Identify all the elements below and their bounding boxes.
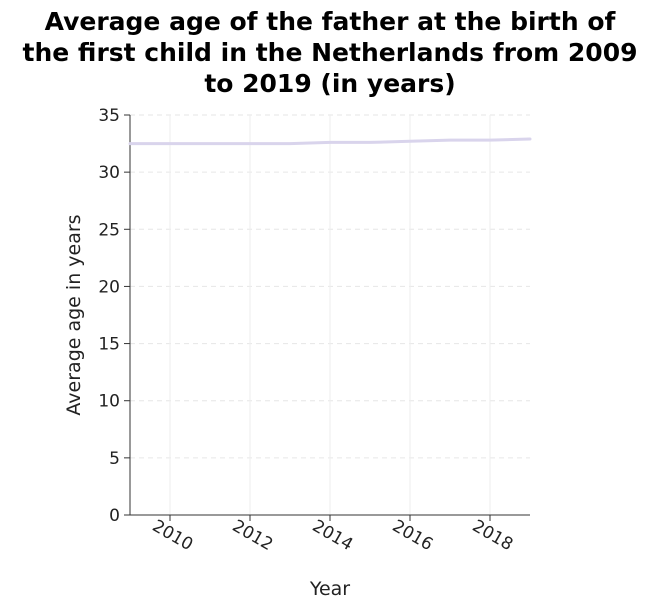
y-axis-label: Average age in years: [63, 214, 85, 415]
y-tick-label: 25: [98, 220, 120, 240]
y-tick-label: 5: [109, 449, 120, 469]
chart-title-line-3: to 2019 (in years): [204, 69, 455, 98]
chart-title-line-2: the first child in the Netherlands from …: [23, 38, 638, 67]
x-axis-label: Year: [309, 578, 350, 600]
y-tick-label: 20: [98, 277, 120, 297]
tick-labels: 0 5 10 15 20 25 30 35 2010 2012 2014 2016 2018: [98, 106, 516, 555]
x-tick-label: 2010: [149, 516, 196, 555]
axes: [124, 114, 530, 521]
y-tick-label: 10: [98, 392, 120, 412]
x-tick-label: 2016: [389, 516, 436, 555]
x-tick-label: 2018: [469, 516, 516, 555]
series-layer: [128, 137, 532, 146]
y-tick-label: 35: [98, 106, 120, 126]
x-tick-label: 2014: [309, 516, 356, 555]
y-tick-label: 15: [98, 335, 120, 355]
gridlines: [130, 114, 530, 515]
chart-title-line-1: Average age of the father at the birth o…: [45, 7, 617, 36]
y-tick-label: 30: [98, 163, 120, 183]
x-tick-label: 2012: [229, 516, 276, 555]
y-tick-label: 0: [109, 506, 120, 526]
